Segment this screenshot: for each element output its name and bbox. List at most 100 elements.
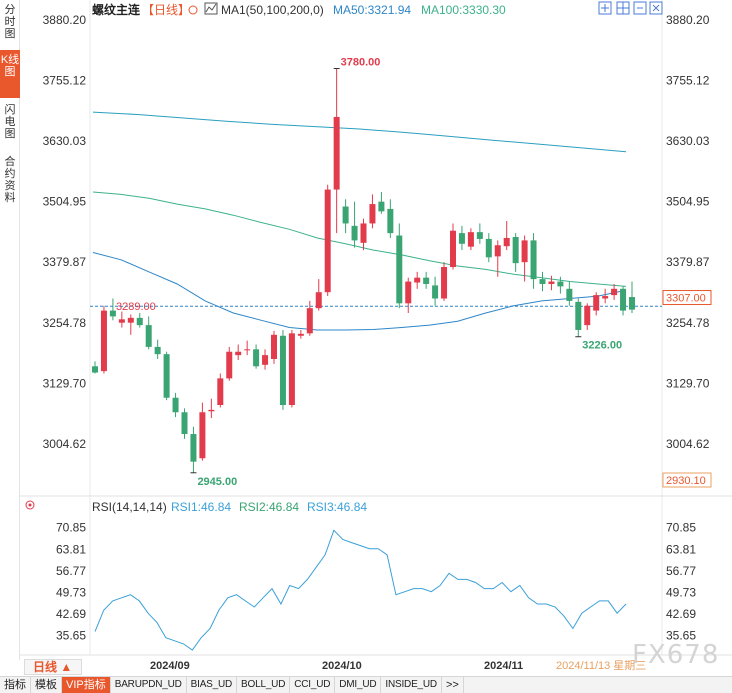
candle-body — [226, 351, 233, 379]
price-tick-right: 3379.87 — [666, 255, 710, 269]
candle-body — [521, 240, 528, 263]
period-selector[interactable]: 日线 ▲ — [24, 659, 82, 675]
rsi-tick-right: 49.73 — [666, 586, 696, 600]
tab-inside[interactable]: INSIDE_UD — [381, 676, 442, 693]
ma-line-ma50 — [92, 252, 627, 331]
low-price-label: 2945.00 — [197, 476, 237, 488]
time-label-oct: 2024/10 — [322, 660, 362, 672]
candle-body — [503, 237, 510, 247]
price-tick-right: 3755.12 — [666, 74, 710, 88]
candle-body — [458, 233, 465, 244]
rsi-tick-left: 49.73 — [56, 586, 86, 600]
price-axis-left: 3880.20 3755.12 3630.03 3504.95 3379.87 3254.… — [43, 13, 87, 451]
indicator-tab-bar: 指标 模板 VIP指标 BARUPDN_UD BIAS_UD BOLL_UD C… — [0, 676, 732, 693]
ma100-label: MA100:3330.30 — [421, 3, 506, 17]
price-tick-right: 3129.70 — [666, 376, 710, 390]
tab-bias[interactable]: BIAS_UD — [187, 676, 238, 693]
recent-low-label: 3226.00 — [582, 340, 622, 352]
candle-body — [441, 267, 448, 299]
candle-body — [333, 116, 340, 190]
close-icon[interactable] — [649, 1, 663, 15]
sidebar-item-flash[interactable]: 闪电图 — [4, 104, 16, 140]
candle-body — [476, 232, 483, 239]
price-tick-left: 3755.12 — [43, 74, 87, 88]
candle-body — [575, 301, 582, 330]
bottom-price-box — [662, 472, 712, 488]
candle-body — [593, 295, 600, 311]
candle-body — [244, 349, 251, 351]
sidebar-item-kline[interactable]: K线图 — [0, 50, 20, 98]
tab-templates[interactable]: 模板 — [31, 676, 62, 693]
rsi-settings-icon[interactable] — [25, 500, 35, 510]
price-tick-right: 3254.78 — [666, 316, 710, 330]
rsi2-label: RSI2:46.84 — [239, 500, 299, 514]
rsi3-label: RSI3:46.84 — [307, 500, 367, 514]
candle-body — [315, 292, 322, 309]
candle-body — [414, 277, 421, 283]
sidebar-item-contract[interactable]: 合约资料 — [4, 156, 16, 204]
candle-body — [271, 334, 277, 360]
price-axis-right: 3880.20 3755.12 3630.03 3504.95 3379.87 3254.… — [666, 13, 710, 451]
candle-body — [297, 333, 304, 336]
candle-body — [602, 296, 609, 299]
candle-body — [163, 354, 170, 398]
tab-indicators[interactable]: 指标 — [0, 676, 31, 693]
rsi-tick-right: 35.65 — [666, 629, 696, 643]
candle-body — [360, 223, 367, 243]
rsi-tick-left: 35.65 — [56, 629, 86, 643]
rsi-tick-right: 42.69 — [666, 607, 696, 621]
candle-body — [190, 434, 197, 462]
candle-body — [629, 297, 635, 310]
candle-body — [539, 279, 546, 284]
rsi1-label: RSI1:46.84 — [171, 500, 231, 514]
candle-body — [494, 245, 501, 257]
sidebar-item-timeshare[interactable]: 分时图 — [4, 4, 16, 40]
tab-boll[interactable]: BOLL_UD — [237, 676, 291, 693]
symbol-title: 螺纹主连 — [92, 2, 141, 17]
candle-body — [145, 325, 152, 347]
candle-body — [279, 335, 286, 406]
candle-body — [351, 225, 358, 241]
candle-body — [235, 351, 242, 356]
bottom-price-label: 2930.10 — [666, 475, 706, 487]
price-tick-right: 3504.95 — [666, 195, 710, 209]
chart-area[interactable]: 螺纹主连 【日线】 MA1(50,100,200,0) MA50:3321.94… — [0, 0, 732, 676]
candle-body — [396, 235, 403, 304]
candle-body — [611, 288, 618, 296]
rsi-tick-left: 63.81 — [56, 542, 86, 556]
ma-line-ma200 — [92, 111, 627, 153]
current-price-label: 3307.00 — [666, 293, 706, 305]
rsi-axis-left: 70.85 63.81 56.77 49.73 42.69 35.65 — [56, 521, 86, 643]
time-label-last: 2024/11/13 星期三 — [556, 659, 646, 672]
candle-body — [100, 310, 107, 372]
moving-average-lines — [92, 111, 627, 331]
candle-body — [172, 397, 179, 413]
candle-body — [467, 232, 474, 247]
candle-body — [557, 281, 564, 287]
rsi-tick-right: 63.81 — [666, 542, 696, 556]
time-label-sep: 2024/09 — [150, 660, 190, 672]
expand-icon[interactable] — [598, 1, 612, 15]
price-tick-right: 3630.03 — [666, 134, 710, 148]
minus-icon[interactable] — [633, 1, 647, 15]
reference-price-label: 3289.00 — [116, 301, 156, 313]
price-tick-right: 3004.62 — [666, 437, 710, 451]
period-icon[interactable] — [188, 5, 198, 15]
candle-body — [288, 333, 295, 406]
candle-body — [378, 201, 385, 212]
tab-barupdn[interactable]: BARUPDN_UD — [111, 676, 187, 693]
price-tick-left: 3504.95 — [43, 195, 87, 209]
price-tick-left: 3630.03 — [43, 134, 87, 148]
watermark-logo: FX678 — [632, 640, 720, 670]
tab-dmi[interactable]: DMI_UD — [335, 676, 382, 693]
tab-more-button[interactable]: >> — [442, 676, 464, 693]
tab-cci[interactable]: CCI_UD — [290, 676, 336, 693]
rsi-axis-right: 70.85 63.81 56.77 49.73 42.69 35.65 — [666, 521, 696, 643]
rsi-tick-right: 56.77 — [666, 564, 696, 578]
candle-body — [512, 237, 519, 264]
period-label: 【日线】 — [142, 3, 190, 17]
time-label-nov: 2024/11 — [484, 660, 523, 672]
rsi-tick-left: 70.85 — [56, 521, 86, 535]
tab-vip-indicators[interactable]: VIP指标 — [62, 676, 111, 693]
indicator-icon[interactable] — [204, 2, 218, 15]
